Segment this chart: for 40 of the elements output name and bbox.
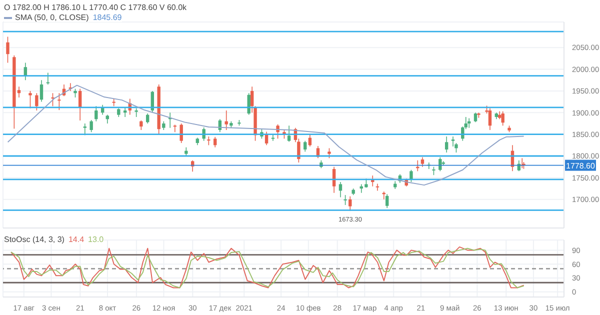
candlestick [90,120,93,133]
text: 14.4 [68,235,84,244]
candlestick [271,134,275,142]
candlestick [338,182,342,198]
candlestick [386,194,389,208]
candlestick [438,156,442,172]
candlestick [35,92,38,111]
candlestick [28,90,32,109]
candlestick [488,108,492,130]
candlestick [180,123,183,144]
candlestick [304,140,307,152]
candlestick [376,183,380,192]
candlestick [474,112,478,123]
candlestick [214,136,217,148]
candlestick [46,72,50,85]
candlestick [173,124,177,133]
candlestick [287,125,291,142]
candlestick [501,110,504,126]
candlestick [94,106,98,122]
candlestick [140,120,143,130]
candlestick [348,196,352,212]
candlestick [328,148,331,159]
candlestick [224,110,228,130]
candlestick [51,92,54,107]
series-label: 13.0 [88,235,104,244]
candlestick [191,160,194,172]
line-series [7,84,524,186]
legend-label: SMA (50, 0, CLOSE) [15,13,89,22]
candlestick [420,156,424,168]
candlestick [58,92,61,110]
candlestick [344,194,347,206]
candlestick [40,80,44,102]
candlestick [444,136,448,153]
text: O 1782.00 H 1786.10 L 1770.40 C 1778.60 V 60.0k [4,3,187,12]
ref-line-label: 1778.60 [566,161,596,170]
chart-title: StoOsc (14, 3, 3) [4,235,64,244]
candlestick [451,136,455,147]
candlestick [6,36,10,64]
candlestick [276,124,280,140]
annotation: 1845.69 [92,13,122,22]
